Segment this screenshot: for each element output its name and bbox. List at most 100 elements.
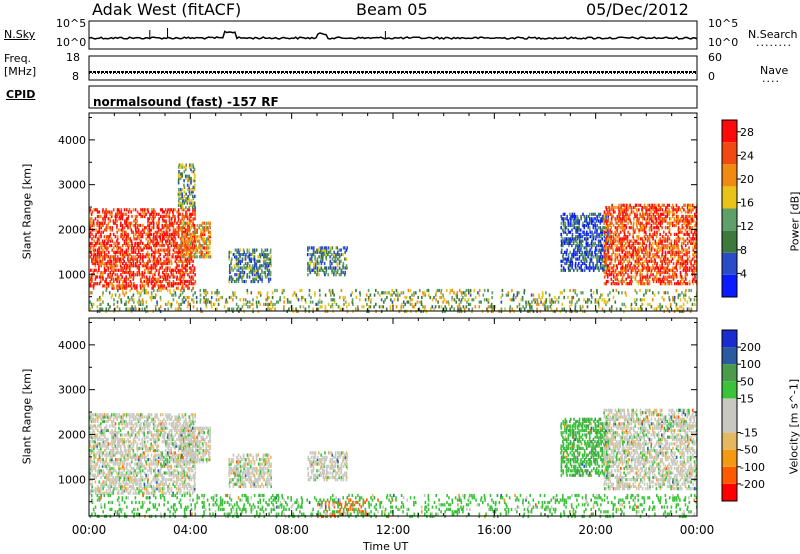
heatmap-cell <box>192 248 195 252</box>
heatmap-cell <box>685 214 687 219</box>
heatmap-cell <box>102 471 104 475</box>
heatmap-cell <box>410 298 412 302</box>
heatmap-cell <box>668 275 670 279</box>
heatmap-cell <box>663 239 666 243</box>
heatmap-cell <box>172 270 175 275</box>
heatmap-cell <box>663 244 665 248</box>
heatmap-cell <box>97 458 99 462</box>
heatmap-cell <box>174 293 177 297</box>
heatmap-cell <box>616 226 618 230</box>
heatmap-cell <box>530 293 533 297</box>
heatmap-cell <box>109 212 111 216</box>
heatmap-cell <box>236 307 238 311</box>
heatmap-cell <box>235 261 238 266</box>
heatmap-cell <box>98 266 100 270</box>
heatmap-cell <box>675 237 678 241</box>
heatmap-cell <box>603 268 605 272</box>
heatmap-cell <box>603 246 606 250</box>
heatmap-cell <box>121 266 124 270</box>
heatmap-cell <box>158 212 160 216</box>
heatmap-cell <box>614 275 617 279</box>
heatmap-cell <box>245 279 247 284</box>
heatmap-cell <box>651 298 654 302</box>
heatmap-cell <box>681 248 683 252</box>
heatmap-cell <box>96 417 99 421</box>
heatmap-cell <box>626 235 629 239</box>
heatmap-cell <box>605 270 608 275</box>
heatmap-cell <box>576 219 579 223</box>
heatmap-cell <box>96 241 99 245</box>
heatmap-cell <box>93 466 95 471</box>
heatmap-cell <box>679 237 681 241</box>
heatmap-cell <box>640 282 642 286</box>
heatmap-cell <box>322 268 324 272</box>
heatmap-cell <box>197 246 199 250</box>
heatmap-cell <box>148 226 151 230</box>
heatmap-cell <box>325 268 328 272</box>
heatmap-cell <box>124 302 126 306</box>
heatmap-cell <box>122 268 124 272</box>
heatmap-cell <box>138 212 141 216</box>
heatmap-cell <box>179 192 182 196</box>
heatmap-cell <box>621 250 623 254</box>
heatmap-cell <box>136 235 139 239</box>
heatmap-cell <box>108 217 111 221</box>
heatmap-cell <box>101 307 104 311</box>
heatmap-cell <box>338 261 341 266</box>
heatmap-cell <box>264 273 267 277</box>
heatmap-cell <box>94 487 97 491</box>
heatmap-cell <box>694 259 696 263</box>
heatmap-cell <box>89 244 91 248</box>
heatmap-cell <box>125 282 127 286</box>
heatmap-cell <box>228 277 231 281</box>
heatmap-cell <box>183 259 186 263</box>
heatmap-cell <box>367 298 370 302</box>
heatmap-cell <box>146 264 149 268</box>
heatmap-cell <box>177 253 179 257</box>
heatmap-cell <box>93 451 95 455</box>
heatmap-cell <box>590 293 593 297</box>
heatmap-cell <box>186 257 189 261</box>
heatmap-cell <box>654 203 656 207</box>
heatmap-cell <box>127 250 129 254</box>
heatmap-cell <box>614 264 616 268</box>
heatmap-cell <box>319 300 321 304</box>
heatmap-cell <box>252 277 254 281</box>
heatmap-cell <box>123 239 126 243</box>
heatmap-cell <box>137 228 140 232</box>
heatmap-cell <box>192 210 194 214</box>
heatmap-cell <box>183 221 186 225</box>
heatmap-cell <box>116 478 118 482</box>
heatmap-cell <box>530 305 533 309</box>
heatmap-cell <box>125 235 128 239</box>
heatmap-cell <box>184 235 186 239</box>
heatmap-cell <box>118 462 120 466</box>
heatmap-cell <box>90 268 93 272</box>
heatmap-cell <box>151 277 153 281</box>
heatmap-cell <box>261 270 263 275</box>
heatmap-cell <box>550 300 553 304</box>
heatmap-cell <box>150 295 153 300</box>
heatmap-cell <box>355 307 357 311</box>
heatmap-cell <box>564 237 566 241</box>
heatmap-cell <box>413 293 415 297</box>
heatmap-cell <box>665 305 667 309</box>
heatmap-cell <box>505 293 508 297</box>
heatmap-cell <box>584 250 586 254</box>
heatmap-cell <box>168 235 171 239</box>
heatmap-cell <box>571 300 573 304</box>
heatmap-cell <box>552 300 555 304</box>
heatmap-cell <box>154 210 156 214</box>
heatmap-cell <box>695 244 697 248</box>
heatmap-cell <box>139 232 142 236</box>
heatmap-cell <box>152 214 154 219</box>
heatmap-cell <box>172 210 174 214</box>
nave-legend: .... <box>762 72 780 85</box>
heatmap-cell <box>637 253 640 257</box>
heatmap-cell <box>682 307 685 311</box>
heatmap-cell <box>89 433 92 437</box>
heatmap-cell <box>672 208 674 212</box>
heatmap-cell <box>616 221 618 225</box>
heatmap-cell <box>181 241 184 245</box>
heatmap-cell <box>142 300 144 304</box>
